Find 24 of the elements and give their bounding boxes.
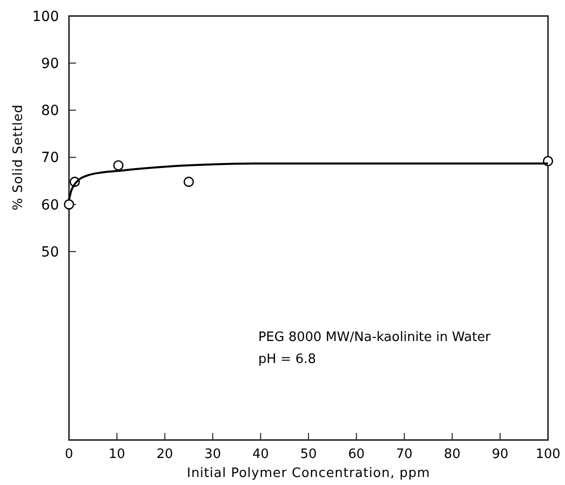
y-tick-label: 50 <box>41 244 59 260</box>
x-tick-label: 40 <box>252 447 269 462</box>
y-tick-label: 100 <box>32 8 59 25</box>
y-axis-title: % Solid Settled <box>11 104 26 210</box>
x-tick-label: 80 <box>444 447 460 462</box>
x-tick-label: 90 <box>492 447 508 462</box>
y-tick-label: 80 <box>41 103 59 120</box>
x-tick-label: 20 <box>156 447 174 462</box>
x-tick-label: 10 <box>108 447 126 462</box>
point <box>113 160 124 170</box>
x-tick-label: 100 <box>536 447 560 462</box>
x-axis-title: Initial Polymer Concentration, ppm <box>186 466 430 481</box>
x-tick-label: 50 <box>300 447 317 462</box>
y-tick-label: 70 <box>41 150 59 166</box>
annotation: pH = 6.8 <box>258 352 316 368</box>
y-tick-label: 60 <box>41 197 59 214</box>
x-tick-label: 70 <box>396 447 413 462</box>
x-tick-label: 30 <box>204 447 221 462</box>
annotation: PEG 8000 MW/Na-kaolinite in Water <box>258 330 492 346</box>
point <box>64 199 74 210</box>
x-tick-label: 0 <box>64 447 74 462</box>
point <box>184 176 194 187</box>
y-tick-label: 90 <box>41 56 59 72</box>
x-tick-label: 60 <box>348 447 365 462</box>
